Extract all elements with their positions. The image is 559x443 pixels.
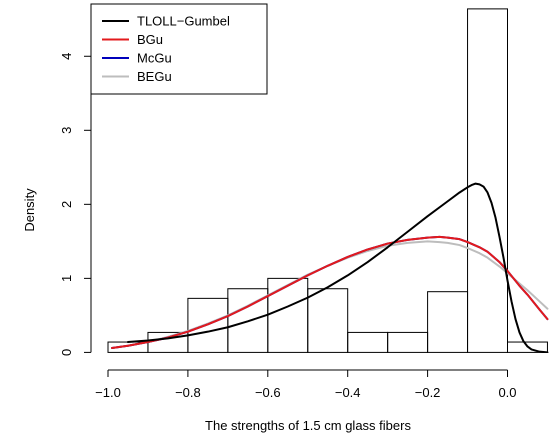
density-curve-bgu [111, 235, 549, 349]
legend-box [90, 3, 268, 95]
y-axis: 0 1 2 3 4 [59, 53, 92, 356]
histogram-bar [387, 331, 429, 353]
x-tick-label: −0.8 [175, 385, 201, 400]
histogram-bar [427, 291, 469, 353]
legend-label: TLOLL−Gumbel [137, 14, 230, 29]
y-tick-label: 0 [59, 349, 74, 356]
y-tick-label: 1 [59, 275, 74, 282]
legend-label: McGu [137, 51, 172, 66]
x-tick-label: −0.2 [415, 385, 441, 400]
histogram-bar [507, 341, 548, 353]
y-tick-label: 4 [59, 53, 74, 60]
x-tick-label: 0.0 [498, 385, 516, 400]
density-curves [111, 182, 549, 353]
x-axis: −1.0 −0.8 −0.6 −0.4 −0.2 0.0 [95, 369, 517, 400]
histogram-bar [307, 288, 349, 353]
x-tick-label: −0.6 [255, 385, 281, 400]
histogram-bar [467, 8, 508, 353]
legend-label: BEGu [137, 69, 172, 84]
y-axis-title: Density [22, 188, 37, 232]
histogram-bar [347, 331, 389, 353]
x-tick-label: −0.4 [335, 385, 361, 400]
y-tick-label: 3 [59, 127, 74, 134]
histogram-bar [267, 277, 309, 353]
density-curve-tloll-gumbel [126, 182, 549, 353]
histogram-bar [187, 297, 229, 353]
x-axis-title: The strengths of 1.5 cm glass fibers [205, 418, 411, 433]
legend: TLOLL−Gumbel BGu McGu BEGu [90, 3, 268, 95]
y-tick-label: 2 [59, 201, 74, 208]
x-tick-label: −1.0 [95, 385, 121, 400]
legend-label: BGu [137, 32, 163, 47]
